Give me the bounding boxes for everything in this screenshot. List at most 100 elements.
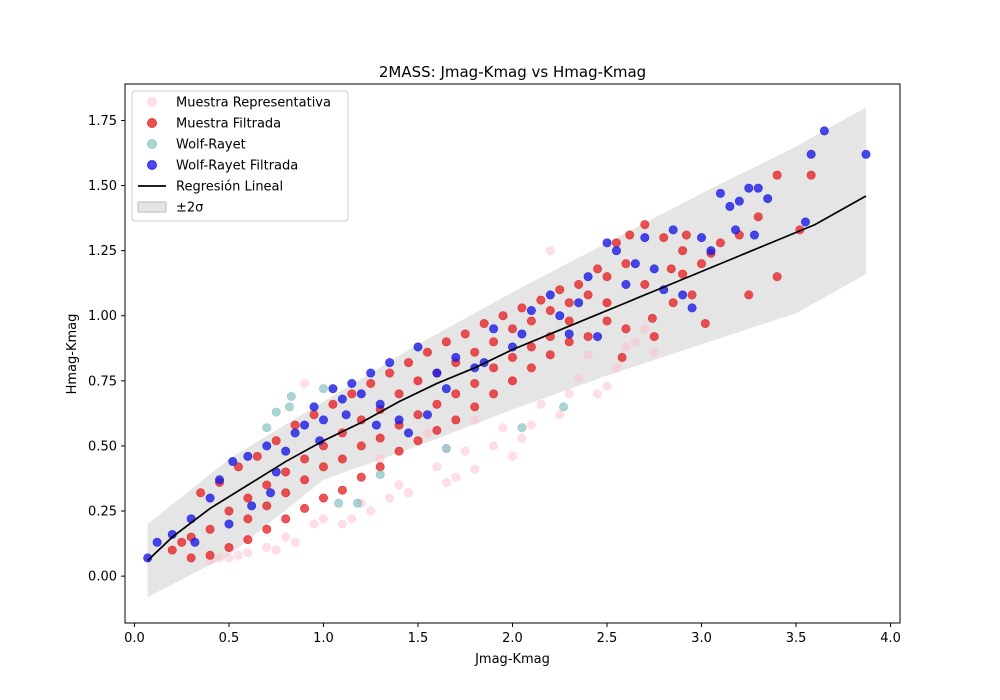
scatter-point — [300, 378, 310, 388]
legend-label: Muestra Representativa — [176, 96, 331, 111]
scatter-point — [394, 415, 404, 425]
scatter-point — [583, 350, 593, 360]
scatter-point — [640, 324, 650, 334]
scatter-point — [819, 126, 829, 136]
scatter-point — [385, 358, 395, 368]
scatter-point — [394, 446, 404, 456]
legend-marker — [147, 97, 157, 107]
scatter-point — [262, 423, 272, 433]
scatter-point — [243, 493, 253, 503]
scatter-point — [507, 376, 517, 386]
scatter-point — [356, 441, 366, 451]
scatter-point — [422, 410, 432, 420]
scatter-point — [247, 501, 257, 511]
scatter-point — [681, 230, 691, 240]
scatter-point — [281, 532, 291, 542]
scatter-point — [470, 378, 480, 388]
scatter-point — [337, 454, 347, 464]
scatter-point — [706, 246, 716, 256]
scatter-point — [318, 415, 328, 425]
series-3 — [143, 126, 871, 563]
scatter-point — [640, 279, 650, 289]
scatter-point — [460, 329, 470, 339]
scatter-point — [559, 402, 569, 412]
scatter-point — [385, 368, 395, 378]
scatter-point — [404, 428, 414, 438]
scatter-point — [630, 259, 640, 269]
x-axis: 0.0 0.5 1.0 1.5 2.0 2.5 3.0 3.5 4.0 — [124, 623, 901, 646]
scatter-point — [659, 233, 669, 243]
scatter-point — [281, 467, 291, 477]
legend-marker — [147, 160, 157, 170]
scatter-point — [422, 428, 432, 438]
scatter-point — [602, 381, 612, 391]
scatter-point — [489, 389, 499, 399]
scatter-point — [715, 188, 725, 198]
scatter-point — [290, 537, 300, 547]
scatter-point — [574, 298, 584, 308]
scatter-point — [243, 535, 253, 545]
scatter-point — [526, 306, 536, 316]
x-tick-label: 2.5 — [597, 631, 618, 646]
scatter-point — [215, 475, 225, 485]
scatter-point — [334, 498, 344, 508]
scatter-point — [517, 303, 527, 313]
scatter-point — [337, 485, 347, 495]
scatter-point — [583, 272, 593, 282]
x-tick-label: 0.0 — [124, 631, 145, 646]
scatter-point — [526, 363, 536, 373]
scatter-point — [574, 279, 584, 289]
scatter-point — [545, 290, 555, 300]
legend-label: Regresión Lineal — [176, 180, 283, 195]
scatter-point — [498, 423, 508, 433]
scatter-point — [545, 246, 555, 256]
scatter-point — [593, 264, 603, 274]
scatter-point — [375, 433, 385, 443]
scatter-point — [772, 170, 782, 180]
scatter-point — [507, 324, 517, 334]
scatter-point — [545, 306, 555, 316]
legend-marker — [147, 118, 157, 128]
legend: Muestra Representativa Muestra Filtrada Wo… — [131, 90, 349, 222]
y-axis-title: Hmag-Kmag — [65, 314, 80, 395]
scatter-point — [356, 389, 366, 399]
x-tick-label: 0.5 — [219, 631, 240, 646]
scatter-point — [602, 316, 612, 326]
scatter-point — [262, 480, 272, 490]
scatter-point — [375, 462, 385, 472]
scatter-point — [640, 220, 650, 230]
scatter-point — [517, 423, 527, 433]
scatter-point — [205, 493, 215, 503]
scatter-point — [394, 389, 404, 399]
series-2 — [262, 384, 569, 508]
scatter-point — [470, 402, 480, 412]
scatter-point — [441, 477, 451, 487]
scatter-point — [763, 194, 773, 204]
scatter-point — [545, 350, 555, 360]
scatter-point — [352, 498, 362, 508]
scatter-point — [583, 332, 593, 342]
scatter-point — [441, 444, 451, 454]
scatter-point — [489, 324, 499, 334]
scatter-point — [177, 537, 187, 547]
scatter-point — [617, 352, 627, 362]
scatter-point — [470, 464, 480, 474]
series-1 — [167, 170, 816, 563]
y-tick-label: 0.75 — [88, 374, 117, 389]
scatter-point — [470, 415, 480, 425]
x-tick-label: 1.0 — [313, 631, 334, 646]
scatter-point — [281, 488, 291, 498]
scatter-point — [347, 514, 357, 524]
scatter-point — [678, 290, 688, 300]
scatter-point — [347, 378, 357, 388]
scatter-point — [233, 462, 243, 472]
scatter-point — [300, 503, 310, 513]
x-tick-label: 3.0 — [691, 631, 712, 646]
scatter-point — [583, 290, 593, 300]
legend-label: Muestra Filtrada — [176, 117, 281, 132]
scatter-point — [507, 352, 517, 362]
scatter-point — [489, 337, 499, 347]
scatter-point — [262, 441, 272, 451]
scatter-point — [647, 313, 657, 323]
